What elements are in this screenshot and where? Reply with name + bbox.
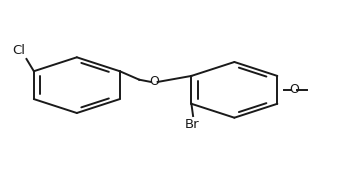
Text: O: O (149, 75, 159, 88)
Text: Br: Br (185, 118, 200, 131)
Text: Cl: Cl (12, 45, 25, 57)
Text: O: O (289, 83, 299, 96)
